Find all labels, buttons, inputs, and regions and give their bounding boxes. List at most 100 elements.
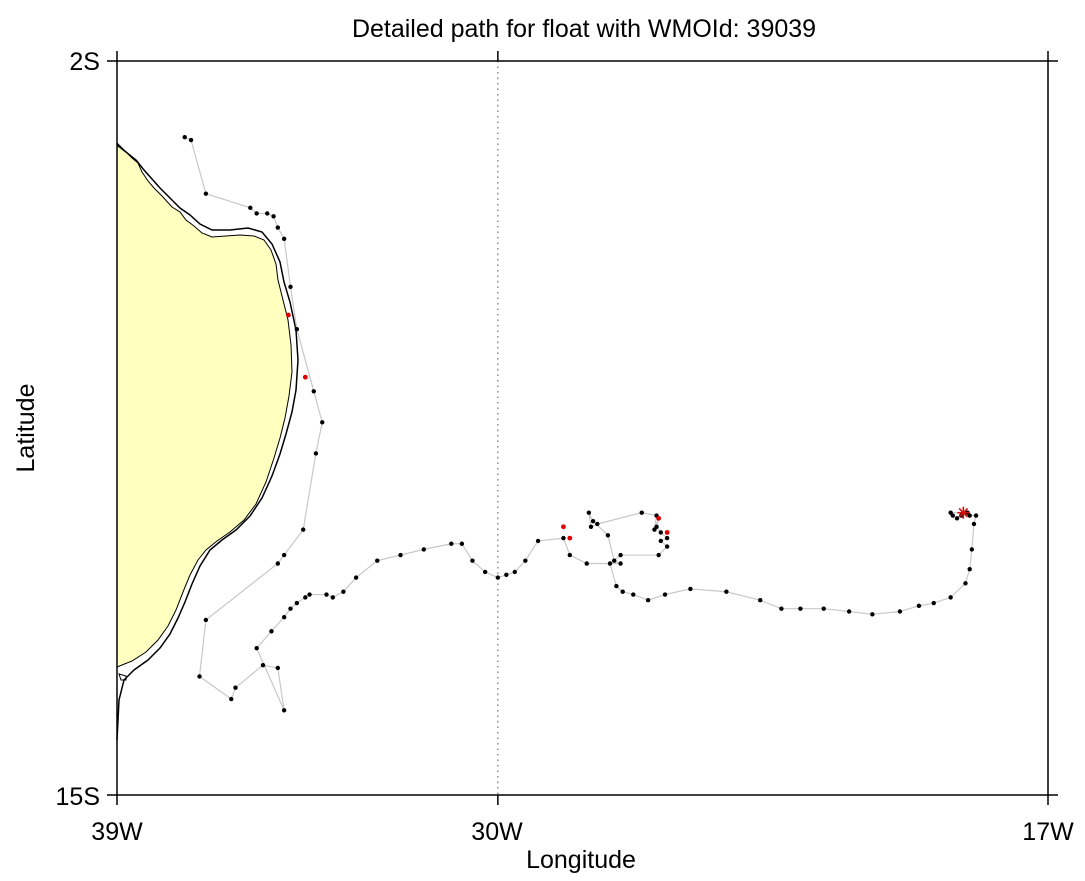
float-position: [275, 665, 281, 671]
float-position: [567, 552, 573, 558]
land-mass: [116, 141, 293, 668]
float-position: [664, 544, 670, 549]
float-position: [459, 541, 465, 546]
float-position: [281, 708, 287, 713]
float-position: [313, 451, 319, 456]
float-position: [595, 521, 600, 527]
float-position: [311, 389, 316, 394]
float-position: [470, 558, 475, 563]
float-position: [248, 205, 253, 210]
float-position: [662, 592, 668, 597]
float-position: [916, 603, 922, 609]
float-position: [688, 586, 693, 592]
float-position: [870, 612, 875, 617]
flagged-position: [285, 312, 291, 318]
float-position: [798, 606, 803, 611]
flagged-position: [302, 374, 308, 380]
float-position: [288, 606, 293, 611]
float-position: [758, 598, 763, 603]
float-position: [561, 535, 566, 541]
float-position: [618, 552, 623, 558]
float-position: [375, 558, 380, 563]
float-position: [265, 211, 270, 216]
float-position: [590, 518, 596, 524]
map-frame: [116, 60, 1049, 796]
float-position: [846, 609, 852, 614]
float-position: [512, 569, 517, 575]
float-position: [307, 592, 312, 597]
float-position: [631, 592, 636, 597]
float-position: [588, 524, 594, 530]
float-position: [954, 516, 960, 521]
float-position: [639, 510, 644, 515]
float-position: [931, 600, 936, 606]
float-position: [182, 135, 187, 140]
float-position: [398, 552, 403, 558]
marker-stroke: [958, 507, 969, 518]
float-position: [645, 598, 651, 603]
flagged-position: [664, 530, 670, 535]
float-position: [948, 510, 953, 515]
y-axis-label: Latitude: [12, 384, 40, 473]
float-position: [495, 575, 501, 580]
float-position: [294, 326, 300, 332]
float-position: [275, 225, 281, 230]
y-tick-label: 2S: [69, 48, 100, 76]
float-position: [449, 541, 454, 546]
plot-area: [107, 51, 1058, 805]
float-position: [620, 589, 625, 594]
float-position: [421, 547, 427, 552]
float-position: [275, 561, 281, 566]
float-position: [971, 521, 977, 527]
float-track-line: [184, 136, 977, 711]
float-position: [605, 533, 611, 538]
float-position: [341, 589, 346, 594]
float-position: [973, 513, 979, 518]
float-position: [897, 609, 903, 614]
float-position: [656, 552, 661, 558]
x-tick-label: 39W: [91, 818, 143, 846]
float-position: [584, 561, 589, 566]
float-position: [254, 211, 259, 216]
float-position: [324, 592, 329, 597]
float-position: [294, 600, 300, 606]
float-position: [353, 575, 359, 580]
float-position: [654, 524, 659, 530]
float-position: [320, 420, 325, 425]
islet-outline: [118, 673, 127, 681]
float-position: [330, 595, 336, 600]
float-position: [967, 566, 972, 572]
float-position: [288, 284, 293, 290]
flagged-position: [567, 535, 573, 541]
float-position: [260, 662, 266, 668]
float-position: [303, 595, 308, 600]
current-position-marker: [957, 506, 970, 519]
coastline-contour: [116, 144, 299, 741]
float-position: [963, 581, 968, 586]
float-position: [614, 583, 619, 589]
float-position: [779, 606, 784, 611]
x-axis-label: Longitude: [526, 846, 636, 874]
flagged-position: [656, 515, 662, 521]
float-position: [535, 538, 541, 544]
y-tick-label: 15S: [56, 783, 100, 811]
float-position: [724, 589, 729, 594]
float-position: [969, 547, 975, 552]
flagged-position: [561, 524, 566, 530]
float-position: [197, 674, 202, 679]
float-position: [948, 595, 953, 600]
float-position: [664, 535, 670, 541]
float-position: [612, 558, 617, 563]
float-position: [271, 214, 276, 219]
float-position: [254, 646, 259, 651]
map-title: Detailed path for float with WMOId: 3903…: [352, 15, 816, 43]
x-tick-label: 30W: [471, 818, 523, 846]
float-position: [188, 137, 194, 143]
float-position: [281, 236, 287, 242]
float-position: [233, 685, 238, 690]
float-position: [269, 629, 274, 634]
float-position: [203, 191, 209, 196]
float-position: [658, 530, 663, 535]
x-tick-label: 17W: [1022, 818, 1074, 846]
